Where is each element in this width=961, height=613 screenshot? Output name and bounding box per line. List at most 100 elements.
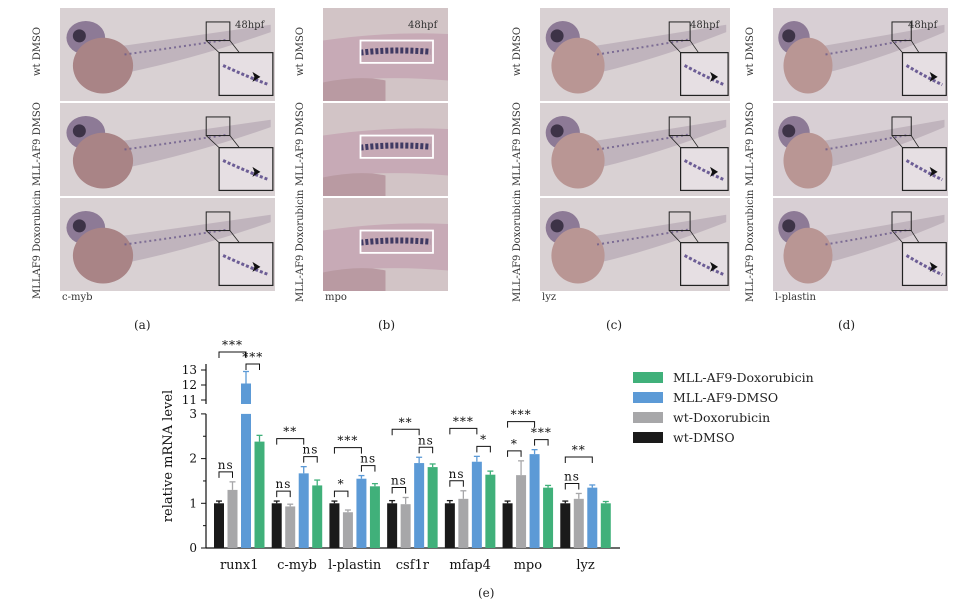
stage-label-a: 48hpf bbox=[235, 20, 265, 31]
legend-item: MLL-AF9-Doxorubicin bbox=[633, 370, 814, 385]
bar-mfap4-MLL-AF9-DMSO bbox=[471, 461, 482, 548]
panel-label-a: (a) bbox=[134, 318, 151, 332]
bar-lyz-wt-DMSO bbox=[560, 503, 571, 548]
significance-mark: ns bbox=[276, 477, 292, 491]
significance-bracket bbox=[303, 456, 318, 463]
significance-bracket bbox=[418, 446, 434, 454]
panel-c-micrographs bbox=[540, 8, 730, 291]
significance-mark: ns bbox=[391, 473, 407, 487]
legend-label: MLL-AF9-DMSO bbox=[673, 390, 779, 405]
stage-label-d: 48hpf bbox=[908, 20, 938, 31]
bar-mpo-wt-Doxorubicin bbox=[516, 475, 527, 548]
row-label-d-2: MLL-AF9 DMSO bbox=[745, 101, 756, 186]
significance-bracket bbox=[391, 428, 420, 436]
y-tick-label-12: 12 bbox=[182, 378, 197, 392]
chart-panel-label: (e) bbox=[478, 586, 495, 600]
significance-bracket bbox=[276, 490, 291, 498]
significance-bracket bbox=[245, 363, 260, 370]
bar-csf1r-MLL-AF9-Doxorubicin bbox=[427, 467, 438, 548]
significance-mark: ** bbox=[283, 425, 297, 439]
legend-item: wt-Doxorubicin bbox=[633, 410, 770, 425]
stain-label-d: l-plastin bbox=[775, 292, 816, 303]
image-panel-c bbox=[540, 8, 730, 291]
significance-bracket bbox=[564, 482, 580, 490]
x-tick-label-mpo: mpo bbox=[514, 558, 543, 573]
legend-label: wt-Doxorubicin bbox=[673, 410, 771, 425]
bar-csf1r-MLL-AF9-DMSO bbox=[414, 463, 425, 548]
significance-bracket bbox=[476, 445, 491, 453]
legend-swatch bbox=[633, 392, 663, 403]
y-axis-label: relative mRNA level bbox=[161, 390, 176, 522]
row-label-b-2: MLL-AF9 DMSO bbox=[295, 101, 306, 186]
bar-lyz-wt-Doxorubicin bbox=[573, 498, 584, 548]
significance-mark: ** bbox=[399, 415, 413, 429]
significance-mark: *** bbox=[453, 414, 474, 428]
significance-mark: ns bbox=[360, 452, 376, 466]
significance-bracket bbox=[564, 456, 593, 463]
bar-mfap4-wt-DMSO bbox=[444, 503, 455, 548]
x-tick-label-c-myb: c-myb bbox=[277, 558, 317, 573]
bar-runx1-wt-Doxorubicin bbox=[227, 489, 238, 548]
bar-lyz-MLL-AF9-DMSO bbox=[587, 487, 598, 548]
image-panel-a bbox=[60, 8, 275, 291]
bar-mfap4-MLL-AF9-Doxorubicin bbox=[485, 474, 496, 548]
stain-label-c: lyz bbox=[542, 292, 557, 303]
stain-label-b: mpo bbox=[325, 292, 347, 303]
legend-swatch bbox=[633, 432, 663, 443]
significance-bracket bbox=[218, 351, 247, 358]
panel-label-b: (b) bbox=[378, 318, 396, 332]
image-panel-d bbox=[773, 8, 948, 291]
significance-mark: *** bbox=[511, 408, 532, 422]
legend-swatch bbox=[633, 412, 663, 423]
bar-c-myb-MLL-AF9-DMSO bbox=[298, 473, 309, 548]
stage-label-c: 48hpf bbox=[690, 20, 720, 31]
significance-bracket bbox=[218, 471, 233, 478]
bar-mpo-wt-DMSO bbox=[502, 503, 513, 548]
significance-bracket bbox=[449, 427, 478, 435]
significance-mark: * bbox=[480, 432, 487, 446]
significance-mark: * bbox=[338, 477, 345, 491]
significance-mark: * bbox=[511, 437, 518, 451]
bar-l-plastin-MLL-AF9-DMSO bbox=[356, 478, 367, 548]
significance-bracket bbox=[534, 439, 549, 446]
legend-label: wt-DMSO bbox=[673, 430, 735, 445]
row-label-c-3: MLL-AF9 Doxorubicin bbox=[512, 189, 523, 302]
bar-runx1-wt-DMSO bbox=[214, 503, 224, 548]
significance-bracket bbox=[333, 490, 349, 498]
significance-bracket bbox=[449, 480, 464, 487]
y-tick-label-13: 13 bbox=[182, 363, 197, 377]
bar-l-plastin-MLL-AF9-Doxorubicin bbox=[369, 486, 380, 548]
row-label-d-3: MLL-AF9 Doxorubicin bbox=[745, 189, 756, 302]
row-label-b-3: MLL-AF9 Doxorubicin bbox=[295, 189, 306, 302]
bar-csf1r-wt-Doxorubicin bbox=[400, 504, 411, 548]
row-label-a-2: MLL-AF9 DMSO bbox=[32, 101, 43, 186]
legend-label: MLL-AF9-Doxorubicin bbox=[673, 370, 814, 385]
significance-mark: ns bbox=[418, 433, 434, 447]
panel-b-micrographs bbox=[323, 8, 448, 291]
row-label-c-2: MLL-AF9 DMSO bbox=[512, 101, 523, 186]
significance-mark: ns bbox=[449, 467, 465, 481]
x-tick-label-csf1r: csf1r bbox=[396, 558, 430, 573]
significance-mark: ns bbox=[303, 443, 319, 457]
x-tick-label-mfap4: mfap4 bbox=[449, 558, 490, 573]
bar-l-plastin-wt-DMSO bbox=[329, 503, 340, 548]
significance-mark: *** bbox=[222, 338, 243, 352]
row-label-c-1: wt DMSO bbox=[512, 26, 523, 76]
y-tick-label-0: 0 bbox=[189, 541, 197, 555]
bar-c-myb-MLL-AF9-Doxorubicin bbox=[312, 485, 323, 548]
bar-runx1-MLL-AF9-Doxorubicin bbox=[254, 441, 265, 548]
bar-c-myb-wt-Doxorubicin bbox=[285, 506, 296, 548]
significance-mark: *** bbox=[531, 426, 552, 440]
legend-item: MLL-AF9-DMSO bbox=[633, 390, 778, 405]
y-tick-label-2: 2 bbox=[189, 452, 197, 466]
bar-l-plastin-wt-Doxorubicin bbox=[342, 512, 353, 548]
significance-bracket bbox=[360, 465, 376, 472]
significance-mark: *** bbox=[242, 350, 263, 364]
row-label-a-1: wt DMSO bbox=[32, 26, 43, 76]
bar-mfap4-wt-Doxorubicin bbox=[458, 498, 469, 548]
row-label-d-1: wt DMSO bbox=[745, 26, 756, 76]
row-label-a-3: MLLAF9 Doxorubicin bbox=[32, 189, 43, 299]
y-tick-label-3: 3 bbox=[189, 407, 197, 421]
significance-bracket bbox=[333, 447, 362, 454]
